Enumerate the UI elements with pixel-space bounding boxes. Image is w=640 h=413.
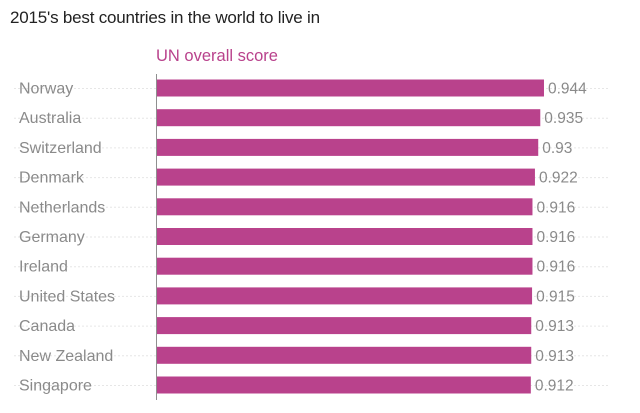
value-label: 0.913 bbox=[535, 348, 574, 365]
category-labels: Norway Australia Switzerland Denmark Netherl… bbox=[19, 81, 115, 395]
category-label: Germany bbox=[19, 229, 85, 246]
category-label: Denmark bbox=[19, 170, 85, 187]
bar-switzerland bbox=[156, 138, 539, 156]
bar-singapore bbox=[156, 376, 531, 394]
value-label: 0.916 bbox=[536, 229, 575, 246]
bar-australia bbox=[156, 109, 541, 127]
series-label: UN overall score bbox=[156, 47, 278, 65]
bar-united-states bbox=[156, 287, 533, 305]
value-label: 0.916 bbox=[536, 259, 575, 276]
category-label: New Zealand bbox=[19, 348, 113, 365]
category-label: Netherlands bbox=[19, 199, 105, 216]
category-label: Australia bbox=[19, 110, 81, 127]
value-label: 0.916 bbox=[536, 199, 575, 216]
value-label: 0.915 bbox=[536, 288, 575, 305]
category-label: Canada bbox=[19, 318, 75, 335]
value-label: 0.912 bbox=[535, 378, 574, 395]
value-label: 0.93 bbox=[542, 140, 572, 157]
bar-denmark bbox=[156, 168, 535, 186]
chart-title: 2015's best countries in the world to li… bbox=[10, 8, 320, 27]
category-label: Ireland bbox=[19, 259, 68, 276]
value-label: 0.922 bbox=[539, 170, 578, 187]
value-label: 0.913 bbox=[535, 318, 574, 335]
bar-netherlands bbox=[156, 198, 533, 216]
category-label: Switzerland bbox=[19, 140, 102, 157]
bars bbox=[156, 79, 544, 394]
category-label: United States bbox=[19, 288, 115, 305]
bar-germany bbox=[156, 228, 533, 245]
category-label: Norway bbox=[19, 81, 73, 98]
bar-canada bbox=[156, 317, 532, 335]
value-label: 0.944 bbox=[548, 81, 587, 98]
value-label: 0.935 bbox=[544, 110, 583, 127]
bar-ireland bbox=[156, 257, 533, 275]
category-label: Singapore bbox=[19, 378, 92, 395]
bar-new-zealand bbox=[156, 346, 532, 364]
bar-norway bbox=[156, 79, 544, 97]
value-labels: 0.944 0.935 0.93 0.922 0.916 0.916 0.916 0.915 0… bbox=[535, 81, 587, 395]
